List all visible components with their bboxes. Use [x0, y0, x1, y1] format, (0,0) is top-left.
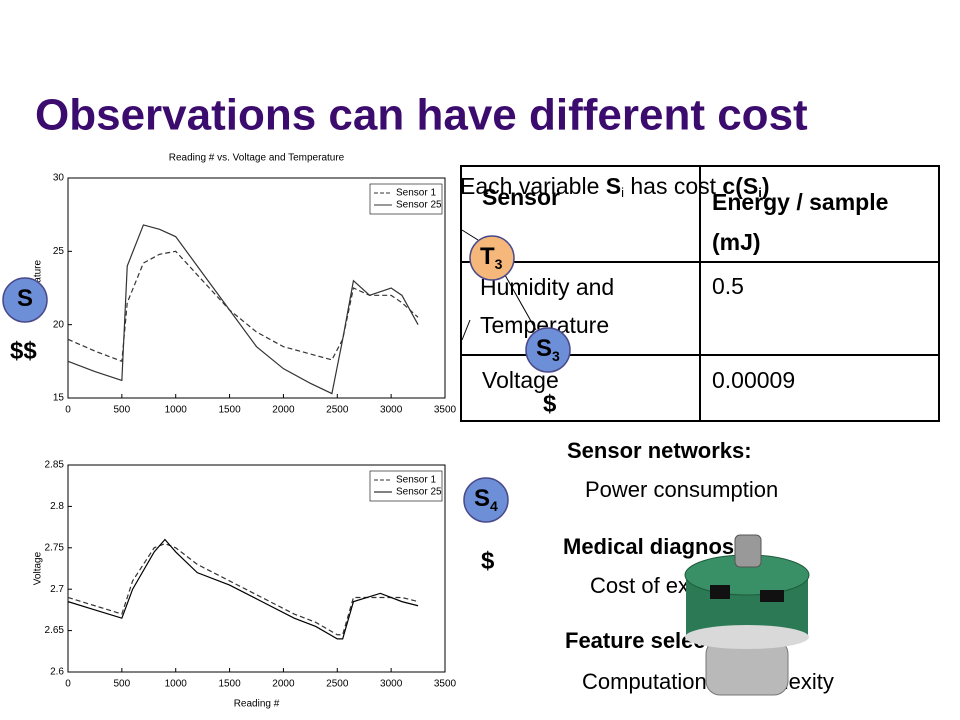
text: c(S	[722, 173, 758, 199]
chip	[710, 585, 730, 599]
legend	[369, 183, 443, 215]
y-tick-label: 15	[53, 393, 65, 404]
node-letter: S	[536, 335, 552, 362]
node-label: S4	[474, 485, 498, 513]
x-tick-label: 0	[65, 405, 71, 416]
y-tick-label: 2.8	[50, 501, 64, 512]
x-tick-label: 3000	[380, 405, 403, 416]
text: has cost	[624, 173, 722, 199]
slide-title: Observations can have different cost	[35, 91, 808, 140]
table-header-cell: Energy / sample (mJ)	[712, 189, 889, 255]
chart-title: Reading # vs. Voltage and Temperature	[169, 153, 345, 164]
app-heading: Sensor networks:	[567, 438, 752, 463]
table-header: Sensor	[482, 184, 560, 210]
x-tick-label: 1500	[218, 405, 241, 416]
text: Each variable	[460, 173, 606, 199]
x-tick-label: 500	[114, 405, 131, 416]
y-tick-label: 30	[53, 173, 65, 184]
x-tick-label: 500	[114, 679, 131, 690]
node-subscript: 4	[490, 498, 498, 514]
y-tick-label: 2.6	[50, 667, 64, 678]
y-tick-label: 25	[53, 246, 65, 257]
node	[2, 277, 48, 323]
y-tick-label: 20	[53, 319, 65, 330]
text: S	[606, 173, 621, 199]
x-tick-label: 1000	[165, 405, 188, 416]
app-detail: Power consumption	[585, 477, 778, 502]
node-label: S3	[536, 335, 560, 363]
cost-note: Each variable Si has cost c(Si)	[460, 173, 770, 200]
plot-area	[67, 177, 446, 399]
x-tick-label: 3500	[434, 405, 457, 416]
legend-label: Sensor 25	[396, 200, 442, 211]
cost: $	[543, 390, 557, 417]
y-tick-label: 2.75	[45, 542, 65, 553]
y-axis-label: Voltage	[33, 551, 44, 585]
x-tick-label: 2500	[326, 679, 349, 690]
node-label: T3	[480, 243, 503, 271]
x-tick-label: 0	[65, 679, 71, 690]
x-tick-label: 3500	[434, 679, 457, 690]
legend	[369, 470, 443, 502]
sensor-cap	[734, 534, 762, 568]
series-line	[67, 538, 419, 640]
text: )	[762, 173, 770, 199]
edge	[504, 274, 537, 331]
edge	[461, 229, 479, 241]
text: i	[758, 185, 762, 200]
sensor-photo	[684, 534, 810, 696]
table: Sensor Energy / sample (mJ) Humidity and…	[460, 165, 940, 422]
app-heading: Medical diagnosis:	[563, 534, 760, 559]
y-tick-label: 2.85	[45, 460, 65, 471]
y-tick-label: 2.65	[45, 625, 65, 636]
sensor-ring	[685, 625, 809, 649]
legend-label: Sensor 1	[396, 188, 436, 199]
series-line	[67, 224, 419, 395]
table-cell-text: 0.00009	[712, 367, 795, 393]
legend-label: Sensor 25	[396, 487, 442, 498]
x-tick-label: 2000	[272, 405, 295, 416]
x-tick-label: 1500	[218, 679, 241, 690]
table-cell-text: 0.5	[712, 273, 744, 299]
x-tick-label: 1000	[165, 679, 188, 690]
node-subscript: 3	[495, 256, 503, 272]
series-line	[67, 543, 419, 636]
chip	[760, 590, 784, 602]
table-header: Energy / sample (mJ)	[712, 189, 889, 255]
node	[469, 235, 515, 281]
x-tick-label: 2000	[272, 679, 295, 690]
edge	[461, 319, 471, 341]
cost: $$	[10, 337, 37, 364]
cost: $	[481, 547, 495, 574]
legend-label: Sensor 1	[396, 475, 436, 486]
node	[525, 327, 571, 373]
text: i	[621, 185, 624, 200]
table-cell: Humidity and Temperature	[480, 274, 615, 338]
node-letter: S	[474, 485, 490, 512]
node-subscript: 3	[552, 348, 560, 364]
node-letter: T	[480, 243, 495, 270]
node-letter: S	[17, 285, 33, 312]
x-tick-label: 3000	[380, 679, 403, 690]
node-label: S	[17, 285, 33, 312]
node	[463, 477, 509, 523]
x-axis-label: Reading #	[234, 699, 280, 710]
table-cell-text: Humidity and Temperature	[480, 274, 615, 338]
y-tick-label: 2.7	[50, 584, 64, 595]
x-tick-label: 2500	[326, 405, 349, 416]
chart: Reading # Voltage 0 500 1000 1500 2000 2500 3000…	[33, 450, 457, 718]
plot-area	[67, 464, 446, 673]
chart: Reading # vs. Voltage and TemperatureTem…	[33, 150, 457, 422]
